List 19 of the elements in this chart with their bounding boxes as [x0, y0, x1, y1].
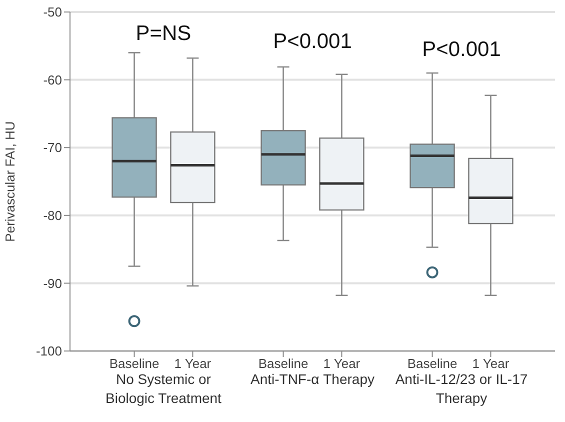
- x-tick-label: 1 Year: [174, 356, 212, 372]
- x-tick-label: 1 Year: [472, 356, 510, 372]
- text: Anti-IL-12/23 or IL-17 Therapy: [394, 370, 529, 408]
- annotation: P<0.001: [421, 38, 502, 62]
- annotation: P=NS: [134, 22, 192, 46]
- x-tick-label: Baseline: [258, 356, 308, 372]
- text: Anti-TNF-α Therapy: [249, 370, 376, 389]
- x-tick-label: Baseline: [109, 356, 160, 372]
- y-tick-label: -100: [36, 344, 62, 359]
- annotation: P<0.001: [272, 30, 353, 54]
- y-tick-label: -50: [43, 4, 62, 20]
- y-tick-label: -70: [43, 140, 62, 156]
- y-tick-label: -60: [43, 72, 62, 88]
- y-axis-title: Perivascular FAI, HU: [2, 121, 18, 242]
- y-tick-label: -90: [43, 276, 62, 291]
- text: No Systemic or Biologic Treatment: [104, 370, 222, 408]
- y-tick-label: -80: [43, 208, 62, 224]
- x-tick-label: 1 Year: [323, 356, 361, 372]
- x-tick-label: Baseline: [407, 356, 458, 372]
